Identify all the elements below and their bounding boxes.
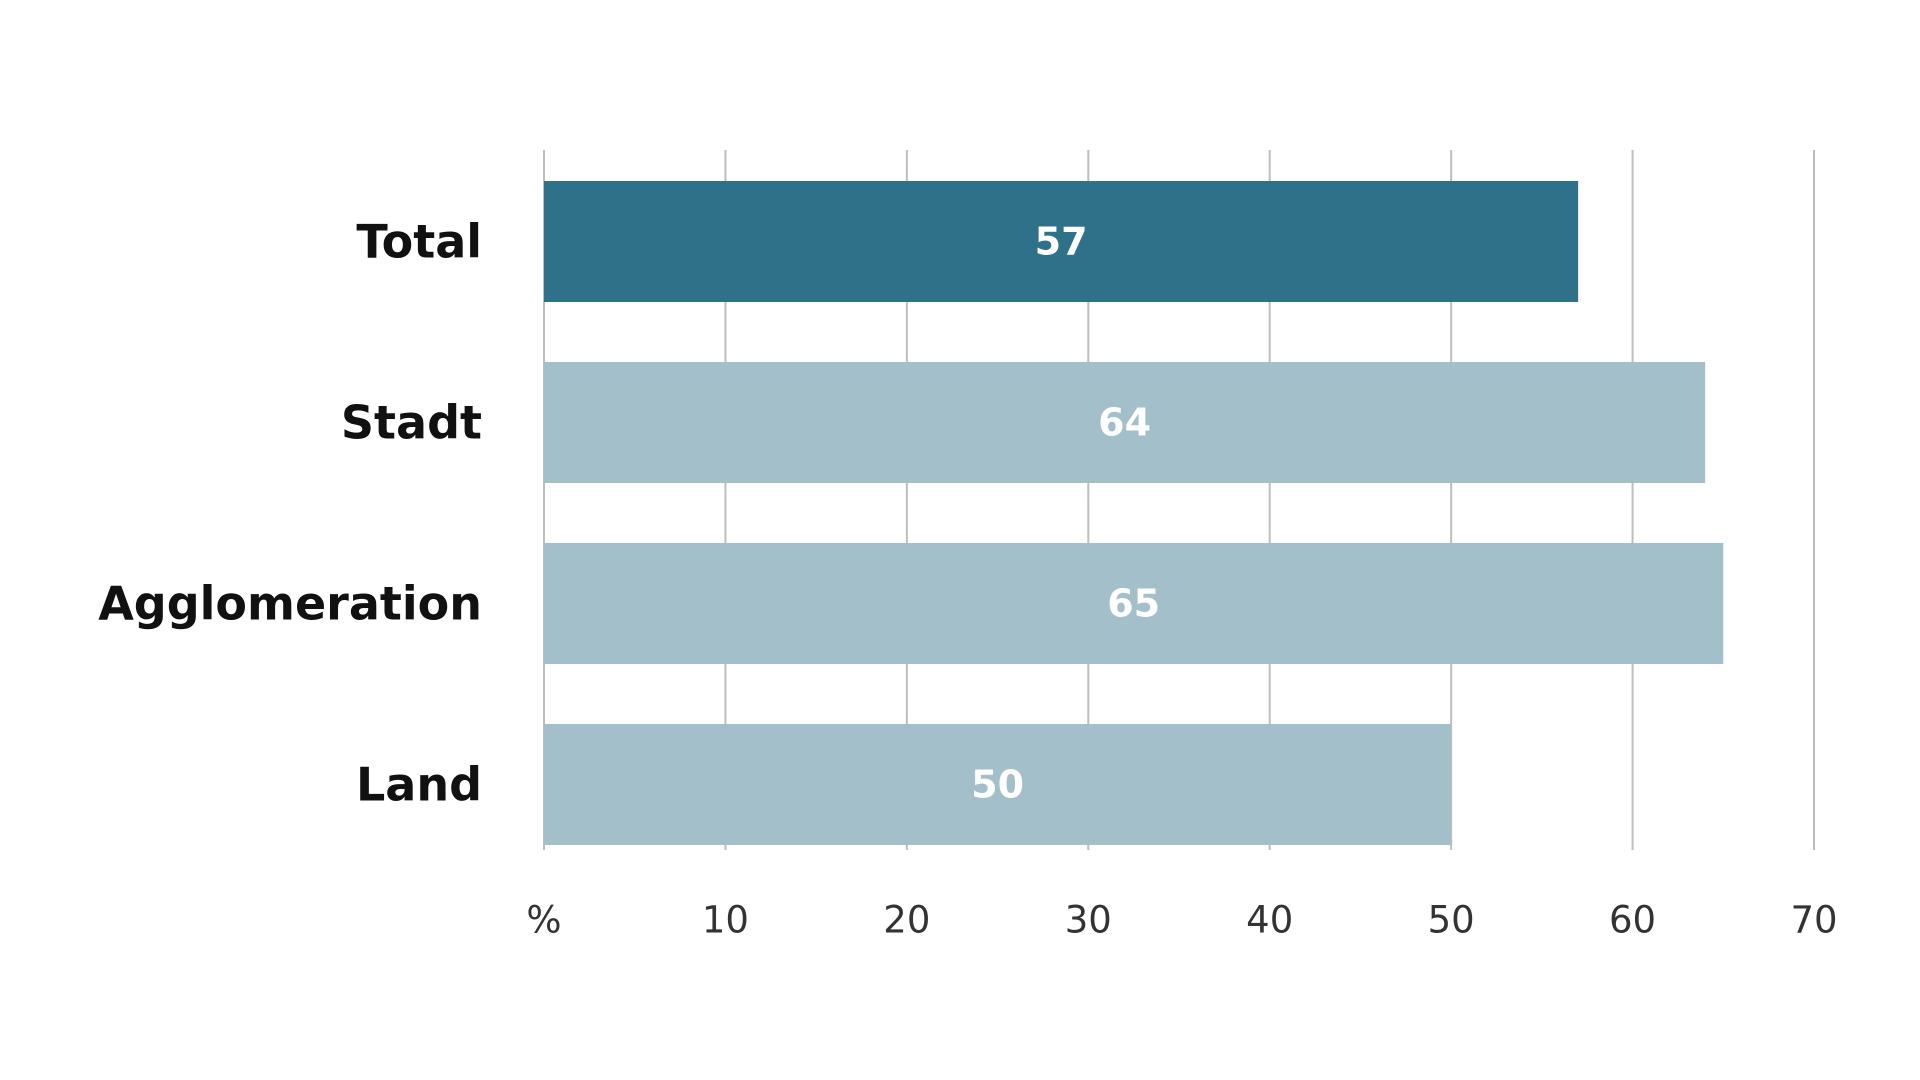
category-label-agglomeration: Agglomeration <box>98 577 482 631</box>
bar-value-label: 57 <box>1035 220 1088 264</box>
x-tick-label: 50 <box>1428 899 1475 942</box>
category-labels: Total Stadt Agglomeration Land <box>98 215 482 812</box>
bar-total <box>544 181 1579 302</box>
bar-stadt <box>544 362 1706 483</box>
category-label-total: Total <box>356 215 482 269</box>
bar-value-label: 50 <box>971 763 1024 807</box>
bar-agglomeration <box>544 543 1724 664</box>
x-tick-label: 30 <box>1065 899 1112 942</box>
x-tick-label: % <box>526 899 561 942</box>
category-label-land: Land <box>356 758 482 812</box>
bar-value-label: 65 <box>1107 582 1160 626</box>
x-tick-label: 20 <box>883 899 930 942</box>
x-tick-label: 40 <box>1246 899 1293 942</box>
x-tick-label: 10 <box>702 899 749 942</box>
bars: 57 64 65 50 <box>544 181 1724 845</box>
x-axis-tick-labels: % 10 20 30 40 50 60 70 <box>526 899 1837 942</box>
x-tick-label: 60 <box>1609 899 1656 942</box>
x-tick-label: 70 <box>1790 899 1837 942</box>
bar-land <box>544 724 1452 845</box>
bar-value-label: 64 <box>1098 401 1151 445</box>
category-label-stadt: Stadt <box>341 396 482 450</box>
